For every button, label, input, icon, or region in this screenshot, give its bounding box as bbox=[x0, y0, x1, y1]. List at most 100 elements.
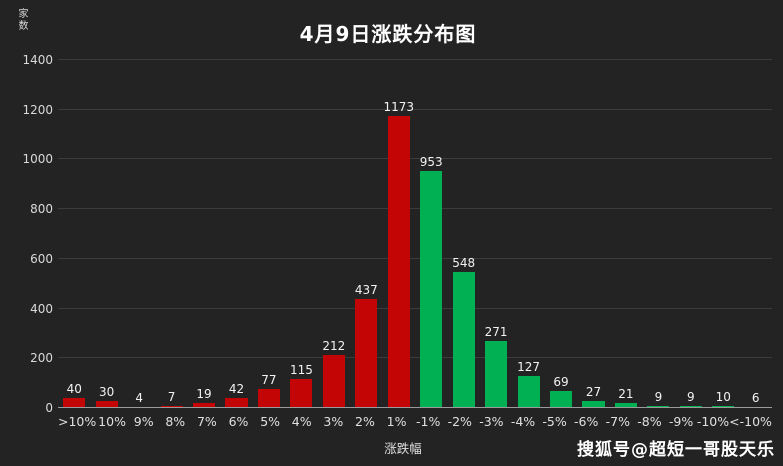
y-tick-800: 800 bbox=[30, 202, 53, 217]
bar bbox=[322, 355, 345, 408]
gridline-1400 bbox=[58, 59, 772, 60]
bar bbox=[257, 388, 280, 408]
bar-column--7%: 21 bbox=[610, 60, 642, 408]
bar bbox=[420, 171, 443, 408]
bar-value-label: 9 bbox=[654, 389, 663, 404]
bar-value-label: 437 bbox=[354, 283, 378, 298]
bar-column--3%: 271 bbox=[480, 60, 512, 408]
bar-value-label: 212 bbox=[322, 339, 346, 354]
bar-value-label: 548 bbox=[452, 255, 476, 270]
bar-value-label: 42 bbox=[228, 381, 245, 396]
bar bbox=[95, 400, 118, 408]
bars-container: 40 30 4 7 19 42 77 115 212 437 1173 953 548 271 127 69 2… bbox=[58, 60, 772, 408]
x-tick-label: 3% bbox=[323, 414, 344, 429]
bar bbox=[549, 390, 573, 408]
bar-column--6%: 27 bbox=[577, 60, 609, 408]
x-tick-label: -8% bbox=[637, 414, 662, 429]
chart-title: 4月9日涨跌分布图 bbox=[299, 22, 477, 46]
bar-column->10%: 40 bbox=[58, 60, 90, 408]
bar-value-label: 40 bbox=[66, 382, 82, 397]
bar-column--4%: 127 bbox=[512, 60, 544, 408]
bar-column--5%: 69 bbox=[545, 60, 577, 408]
y-axis-title: 家数 bbox=[16, 8, 27, 32]
bar-column-6%: 42 bbox=[220, 60, 252, 408]
x-axis-line bbox=[58, 407, 772, 408]
gridline-1000 bbox=[58, 158, 772, 160]
x-axis-title: 涨跌幅 bbox=[384, 441, 422, 456]
bar-column--2%: 548 bbox=[447, 60, 479, 408]
bar-column--9%: 9 bbox=[675, 60, 707, 408]
y-tick-400: 400 bbox=[30, 301, 53, 316]
watermark: 搜狐号@超短一哥股天乐 bbox=[577, 440, 775, 460]
x-tick-label: -9% bbox=[668, 414, 694, 429]
bar-value-label: 30 bbox=[99, 384, 115, 399]
bar-column-2%: 437 bbox=[350, 60, 382, 408]
y-tick-1200: 1200 bbox=[22, 102, 53, 117]
bar-column-1%: 1173 bbox=[383, 60, 415, 408]
plot-area: 40 30 4 7 19 42 77 115 212 437 1173 953 548 271 127 69 2… bbox=[58, 59, 772, 408]
bar-value-label: 1173 bbox=[383, 100, 415, 115]
bar bbox=[452, 271, 475, 408]
bar-column-8%: 7 bbox=[155, 60, 187, 408]
x-tick-label: 1% bbox=[386, 414, 407, 429]
x-tick-label: 2% bbox=[355, 414, 375, 429]
bar-column-4%: 115 bbox=[285, 60, 317, 408]
x-tick-label: -4% bbox=[510, 414, 536, 429]
x-tick-label: -7% bbox=[605, 414, 630, 429]
y-tick-1400: 1400 bbox=[22, 53, 53, 67]
gridline-600 bbox=[58, 257, 772, 259]
x-tick-label: -6% bbox=[574, 414, 599, 429]
gridline-1200 bbox=[58, 108, 772, 110]
bar bbox=[517, 376, 540, 408]
bar-value-label: 127 bbox=[517, 360, 541, 375]
x-tick-label: 6% bbox=[228, 414, 249, 429]
bar bbox=[647, 405, 670, 408]
bar-column-5%: 77 bbox=[253, 60, 285, 408]
bar bbox=[614, 402, 637, 408]
x-tick-label: <-10% bbox=[729, 414, 772, 429]
x-tick-label: 5% bbox=[260, 414, 281, 429]
bar-column-3%: 212 bbox=[318, 60, 350, 408]
bar-column-10%: 30 bbox=[90, 60, 122, 408]
bar bbox=[679, 405, 702, 408]
bar-value-label: 4 bbox=[135, 391, 143, 406]
x-axis-labels: >10% 10% 9% 8% 7% 6% 5% 4% 3% 2% 1% -1% -2% -3% -4% -5%… bbox=[58, 414, 772, 429]
bar bbox=[712, 405, 735, 408]
x-tick-label: -2% bbox=[447, 414, 472, 429]
x-tick-label: 10% bbox=[98, 414, 126, 429]
bar-value-label: 271 bbox=[484, 324, 508, 339]
bar bbox=[193, 403, 216, 408]
bar-value-label: 953 bbox=[419, 155, 443, 170]
x-tick-label: -3% bbox=[479, 414, 504, 429]
gridline-800 bbox=[58, 208, 772, 210]
x-tick-label: -5% bbox=[542, 414, 567, 429]
y-tick-1000: 1000 bbox=[22, 152, 53, 167]
gridline-200 bbox=[58, 357, 772, 359]
bar bbox=[485, 340, 508, 408]
bar-value-label: 10 bbox=[715, 389, 731, 404]
bar-column-9%: 4 bbox=[123, 60, 155, 408]
bar-value-label: 69 bbox=[553, 374, 569, 389]
x-tick-label: 9% bbox=[133, 414, 154, 429]
x-tick-label: 7% bbox=[196, 414, 217, 429]
bar-column-7%: 19 bbox=[188, 60, 220, 408]
gridline-400 bbox=[58, 307, 772, 309]
x-tick-label: 4% bbox=[291, 414, 312, 429]
bar-value-label: 115 bbox=[289, 363, 313, 378]
y-tick-200: 200 bbox=[30, 351, 53, 366]
bar-column--1%: 953 bbox=[415, 60, 447, 408]
y-tick-0: 0 bbox=[45, 401, 53, 415]
x-tick-label: >10% bbox=[58, 414, 97, 429]
bar-value-label: 19 bbox=[196, 387, 212, 402]
bar bbox=[387, 116, 410, 408]
bar-column--8%: 9 bbox=[642, 60, 674, 408]
bar-value-label: 6 bbox=[751, 390, 760, 405]
bar-column-<-10%: 6 bbox=[740, 60, 772, 408]
y-tick-600: 600 bbox=[30, 251, 53, 266]
bar-column--10%: 10 bbox=[707, 60, 739, 408]
bar bbox=[582, 401, 605, 408]
bar bbox=[225, 397, 248, 408]
x-tick-label: -1% bbox=[415, 414, 441, 429]
bar-value-label: 21 bbox=[618, 386, 634, 401]
